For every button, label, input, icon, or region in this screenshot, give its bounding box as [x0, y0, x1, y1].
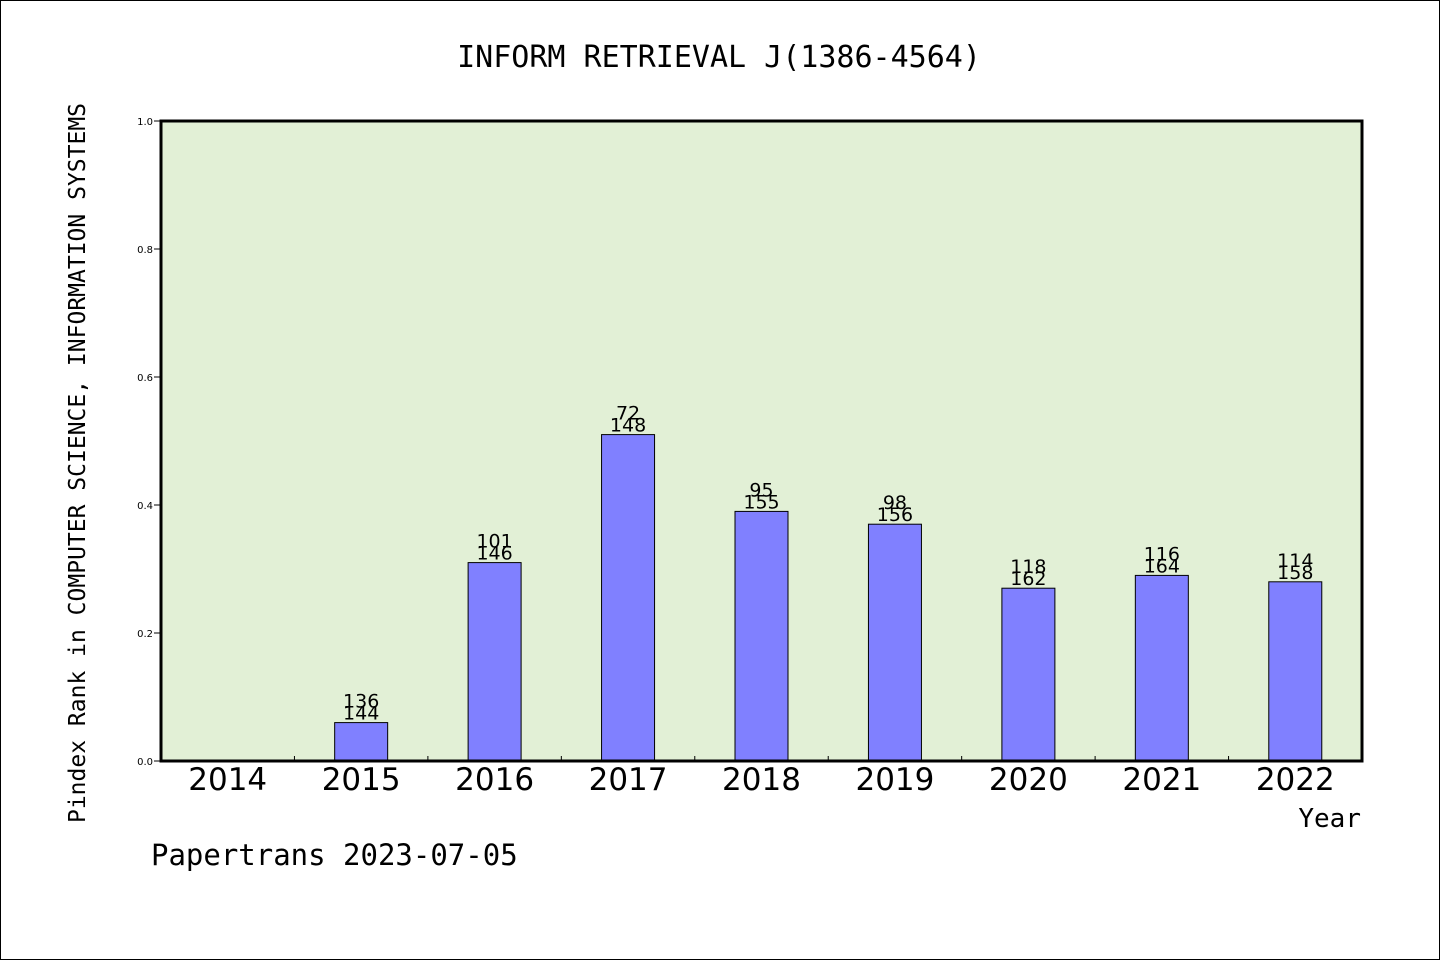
bars-group — [334, 434, 1323, 762]
bar-2022 — [1268, 581, 1323, 762]
bar-2018 — [734, 510, 789, 762]
x-tick-label: 2015 — [322, 762, 401, 798]
y-tick-label: 0.2 — [137, 629, 153, 640]
bar-rank-label: 116 — [1144, 543, 1180, 565]
bar-total-label: 146 — [476, 543, 512, 565]
y-tick-label: 0.6 — [137, 373, 153, 384]
bar-2017 — [601, 434, 656, 762]
chart-title: INFORM RETRIEVAL J(1386-4564) — [457, 40, 981, 75]
footer-source-date: Papertrans 2023-07-05 — [151, 838, 518, 872]
x-axis-label: Year — [1298, 804, 1361, 834]
bar-total-label: 164 — [1144, 555, 1180, 577]
bar-total-label: 144 — [343, 703, 379, 725]
x-tick-label: 2022 — [1256, 762, 1335, 798]
y-tick-label: 0.0 — [137, 757, 153, 768]
bar-2020 — [1001, 587, 1056, 762]
x-tick-label: 2014 — [188, 762, 267, 798]
bar-total-label: 156 — [877, 504, 913, 526]
bar-rank-label: 118 — [1010, 556, 1046, 578]
x-tick-label: 2021 — [1122, 762, 1201, 798]
x-tick-label: 2018 — [722, 762, 801, 798]
x-tick-label: 2016 — [455, 762, 534, 798]
bar-2015 — [334, 722, 389, 762]
x-tick-label: 2019 — [855, 762, 934, 798]
y-axis-label: Pindex Rank in COMPUTER SCIENCE, INFORMA… — [65, 103, 91, 823]
bar-rank-label: 114 — [1277, 550, 1313, 572]
y-tick-label: 1.0 — [137, 117, 153, 128]
bar-2016 — [467, 562, 522, 762]
bar-rank-label: 98 — [883, 492, 907, 514]
y-tick-label: 0.4 — [137, 501, 153, 512]
bar-rank-label: 101 — [476, 531, 512, 553]
x-tick-label: 2017 — [589, 762, 668, 798]
bar-total-label: 158 — [1277, 562, 1313, 584]
bar-2019 — [867, 523, 922, 762]
bar-rank-label: 95 — [749, 479, 773, 501]
bar-2021 — [1134, 574, 1189, 762]
bar-total-label: 162 — [1010, 568, 1046, 590]
y-tick-label: 0.8 — [137, 245, 153, 256]
bar-total-label: 148 — [610, 415, 646, 437]
bar-total-label: 155 — [743, 491, 779, 513]
plot-border — [159, 119, 1364, 763]
y-axis-tick-labels: 0.0 0.2 0.4 0.6 0.8 1.0 — [137, 117, 153, 768]
x-tick-label: 2020 — [989, 762, 1068, 798]
x-axis-tick-labels: 2014 2015 2016 2017 2018 2019 2020 2021 2022 — [188, 762, 1334, 798]
bar-rank-label: 72 — [616, 403, 640, 425]
bar-rank-label: 136 — [343, 691, 379, 713]
